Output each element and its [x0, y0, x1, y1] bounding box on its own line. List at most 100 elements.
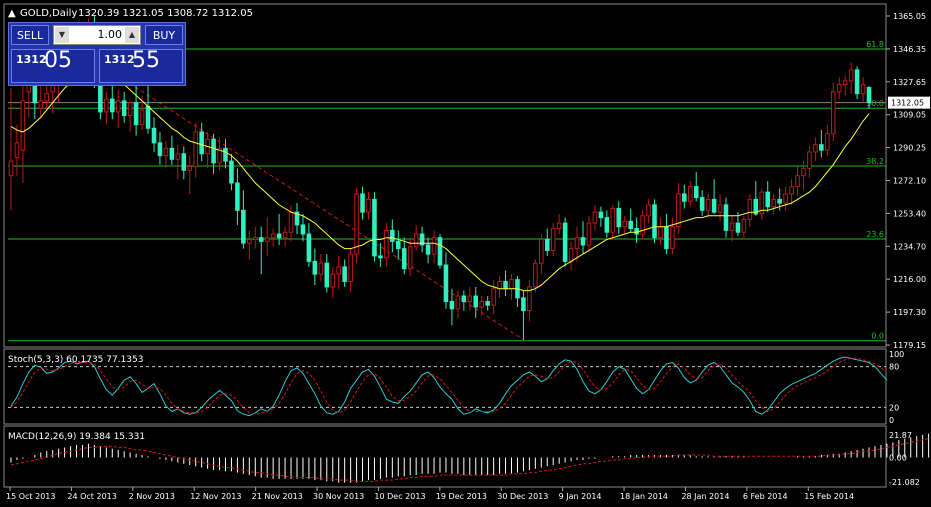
- candle-body: [354, 193, 359, 255]
- candle-body: [294, 211, 300, 226]
- candle-body: [735, 222, 741, 233]
- buy-price-big: 1312: [104, 53, 135, 66]
- price-axis-label: 1197.30: [893, 308, 926, 317]
- stoch-main-line: [10, 356, 888, 417]
- candle-body: [819, 144, 824, 151]
- candle-body: [104, 98, 109, 113]
- price-axis-label: 1179.15: [893, 341, 926, 350]
- price-axis-label: 1346.35: [893, 45, 926, 54]
- candle-body: [199, 131, 204, 155]
- symbol-arrow-icon[interactable]: ▲: [8, 8, 16, 19]
- candle-body: [652, 204, 657, 239]
- candle-body: [366, 198, 371, 213]
- sell-price-button[interactable]: 1312 05: [11, 48, 95, 83]
- candle-body: [312, 260, 318, 275]
- macd-axis-label: -21.082: [889, 478, 920, 487]
- candle-body: [485, 301, 490, 306]
- time-axis-label: 6 Feb 2014: [743, 492, 788, 501]
- candle-body: [336, 266, 341, 275]
- candle-body: [801, 167, 806, 177]
- time-axis-label: 30 Dec 2013: [497, 492, 548, 501]
- price-chart: 61.8 50.0 38.2 23.6 0.0: [8, 15, 886, 342]
- stoch-axis-label: 80: [889, 363, 899, 372]
- candle-body: [151, 127, 157, 144]
- candle-body: [848, 69, 854, 82]
- macd-axis-label: 0.00: [889, 453, 907, 462]
- candle-body: [419, 233, 425, 246]
- candle-body: [497, 280, 502, 290]
- candle-body: [282, 231, 288, 239]
- lot-size-stepper[interactable]: ▼ 1.00 ▲: [53, 25, 141, 45]
- candle-body: [443, 264, 449, 303]
- candle-body: [473, 295, 479, 308]
- candle-body: [360, 193, 365, 213]
- candle-body: [145, 105, 151, 129]
- macd-panel-frame: [3, 425, 887, 488]
- candle-body: [807, 151, 812, 169]
- candle-body: [169, 147, 175, 160]
- candle-body: [467, 295, 473, 303]
- macd-title: MACD(12,26,9) 19.384 15.331: [8, 432, 145, 442]
- candle-body: [533, 262, 538, 288]
- candle-body: [783, 193, 788, 204]
- candle-body: [676, 193, 681, 228]
- sell-price-big: 1312: [16, 53, 47, 66]
- candle-body: [813, 144, 818, 153]
- candle-body: [449, 301, 455, 310]
- candle-body: [795, 175, 800, 188]
- time-axis-label: 12 Nov 2013: [190, 492, 241, 501]
- candle-body: [687, 186, 693, 202]
- price-axis-label: 1290.25: [893, 144, 926, 153]
- time-axis-label: 21 Nov 2013: [252, 492, 303, 501]
- price-axis-label: 1253.40: [893, 209, 926, 218]
- candle-body: [38, 100, 44, 109]
- candle-body: [699, 197, 705, 211]
- chevron-up-icon[interactable]: ▲: [125, 27, 139, 43]
- candle-body: [270, 233, 276, 239]
- candle-body: [747, 198, 753, 220]
- stoch-panel-frame: [3, 348, 887, 425]
- candle-body: [503, 280, 508, 290]
- candle-body: [711, 198, 717, 213]
- candle-body: [521, 297, 526, 312]
- candle-body: [288, 211, 294, 233]
- candle-body: [717, 204, 723, 213]
- candle-body: [455, 295, 461, 310]
- candle-body: [139, 109, 145, 126]
- buy-price-button[interactable]: 1312 55: [99, 48, 183, 83]
- candle-body: [217, 147, 222, 164]
- candle-body: [157, 142, 163, 157]
- candle-body: [658, 226, 663, 239]
- lot-size-value[interactable]: 1.00: [97, 28, 123, 41]
- chevron-down-icon[interactable]: ▼: [55, 27, 69, 43]
- candle-body: [556, 222, 562, 230]
- candle-body: [229, 160, 234, 184]
- candle-body: [390, 229, 395, 242]
- candle-body: [437, 237, 443, 266]
- price-axis-label: 1327.65: [893, 78, 926, 87]
- candle-body: [825, 133, 830, 151]
- candle-body: [628, 220, 633, 230]
- candle-body: [223, 147, 228, 162]
- sell-button[interactable]: SELL: [11, 25, 49, 45]
- candle-body: [306, 233, 312, 262]
- candle-body: [300, 224, 306, 235]
- time-axis-label: 15 Oct 2013: [6, 492, 55, 501]
- candle-body: [127, 102, 133, 117]
- candle-body: [539, 239, 544, 264]
- candle-body: [574, 237, 580, 250]
- candle-body: [318, 262, 324, 275]
- candle-body: [741, 218, 747, 233]
- candle-body: [836, 84, 842, 93]
- candle-body: [276, 233, 282, 239]
- price-axis-label: 1365.05: [893, 12, 926, 21]
- stoch-signal-line: [10, 357, 888, 415]
- stochastic-panel: [8, 356, 888, 417]
- sell-price-pips: 05: [44, 48, 72, 73]
- buy-price-pips: 55: [132, 48, 160, 73]
- buy-button[interactable]: BUY: [145, 25, 183, 45]
- fib-level-label: 0.0: [871, 332, 884, 341]
- candle-body: [550, 228, 556, 251]
- candle-body: [562, 222, 568, 262]
- candle-body: [586, 222, 592, 246]
